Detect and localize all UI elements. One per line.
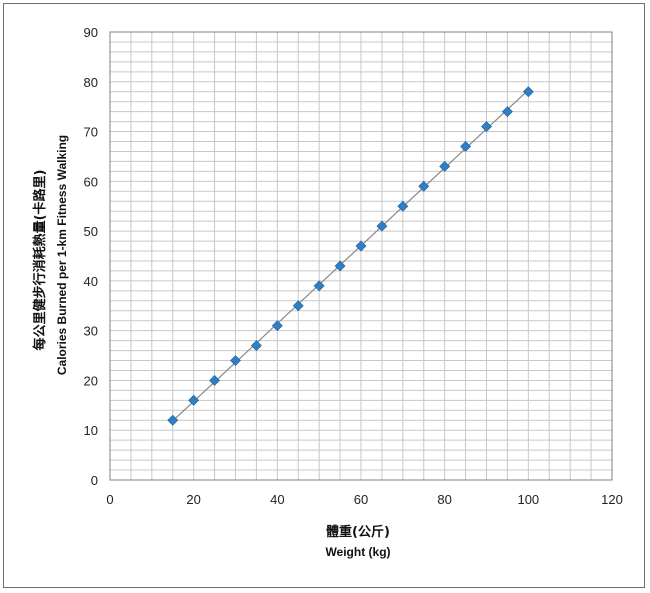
y-tick-label: 20: [84, 373, 98, 388]
data-point: [230, 355, 241, 366]
data-point: [334, 260, 346, 272]
plot-area: [109, 31, 613, 481]
data-point: [501, 106, 513, 118]
y-tick-label: 40: [84, 274, 98, 289]
x-tick-label: 60: [354, 492, 368, 507]
data-point: [397, 200, 409, 212]
y-tick-label: 90: [84, 25, 98, 40]
data-point: [167, 414, 179, 426]
y-tick-label: 70: [84, 125, 98, 140]
y-axis-label-zh: 每公里健步行消耗熱量(卡路里): [32, 170, 48, 351]
data-point: [355, 240, 367, 252]
y-tick-label: 10: [84, 423, 98, 438]
x-axis-label-zh: 體重(公斤): [326, 524, 390, 540]
y-tick-label: 60: [84, 174, 98, 189]
data-point: [271, 320, 283, 332]
trendline: [172, 89, 529, 422]
grid: [109, 31, 613, 481]
x-tick-labels: 0 20 40 60 80 100 120: [106, 492, 622, 507]
x-tick-label: 40: [270, 492, 284, 507]
data-point: [460, 141, 472, 152]
x-tick-label: 20: [186, 492, 200, 507]
y-tick-label: 50: [84, 224, 98, 239]
data-point: [522, 86, 534, 98]
data-point: [209, 375, 221, 386]
y-axis-label-en: Calories Burned per 1-km Fitness Walking: [55, 135, 69, 375]
data-point: [292, 300, 304, 312]
y-tick-label: 30: [84, 324, 98, 339]
data-point: [418, 180, 430, 192]
x-tick-label: 100: [517, 492, 539, 507]
y-tick-labels: 0 10 20 30 40 50 60 70 80 90: [84, 25, 98, 488]
y-tick-label: 0: [91, 473, 98, 488]
x-tick-label: 120: [601, 492, 623, 507]
y-tick-label: 80: [84, 75, 98, 90]
data-point: [376, 220, 388, 232]
x-tick-label: 0: [106, 492, 113, 507]
x-tick-label: 80: [437, 492, 451, 507]
data-point: [313, 280, 325, 292]
data-points: [167, 86, 534, 426]
x-axis-label-en: Weight (kg): [325, 545, 390, 559]
data-point: [250, 340, 262, 352]
data-point: [481, 121, 492, 133]
data-point: [188, 394, 200, 406]
data-point: [439, 160, 451, 172]
